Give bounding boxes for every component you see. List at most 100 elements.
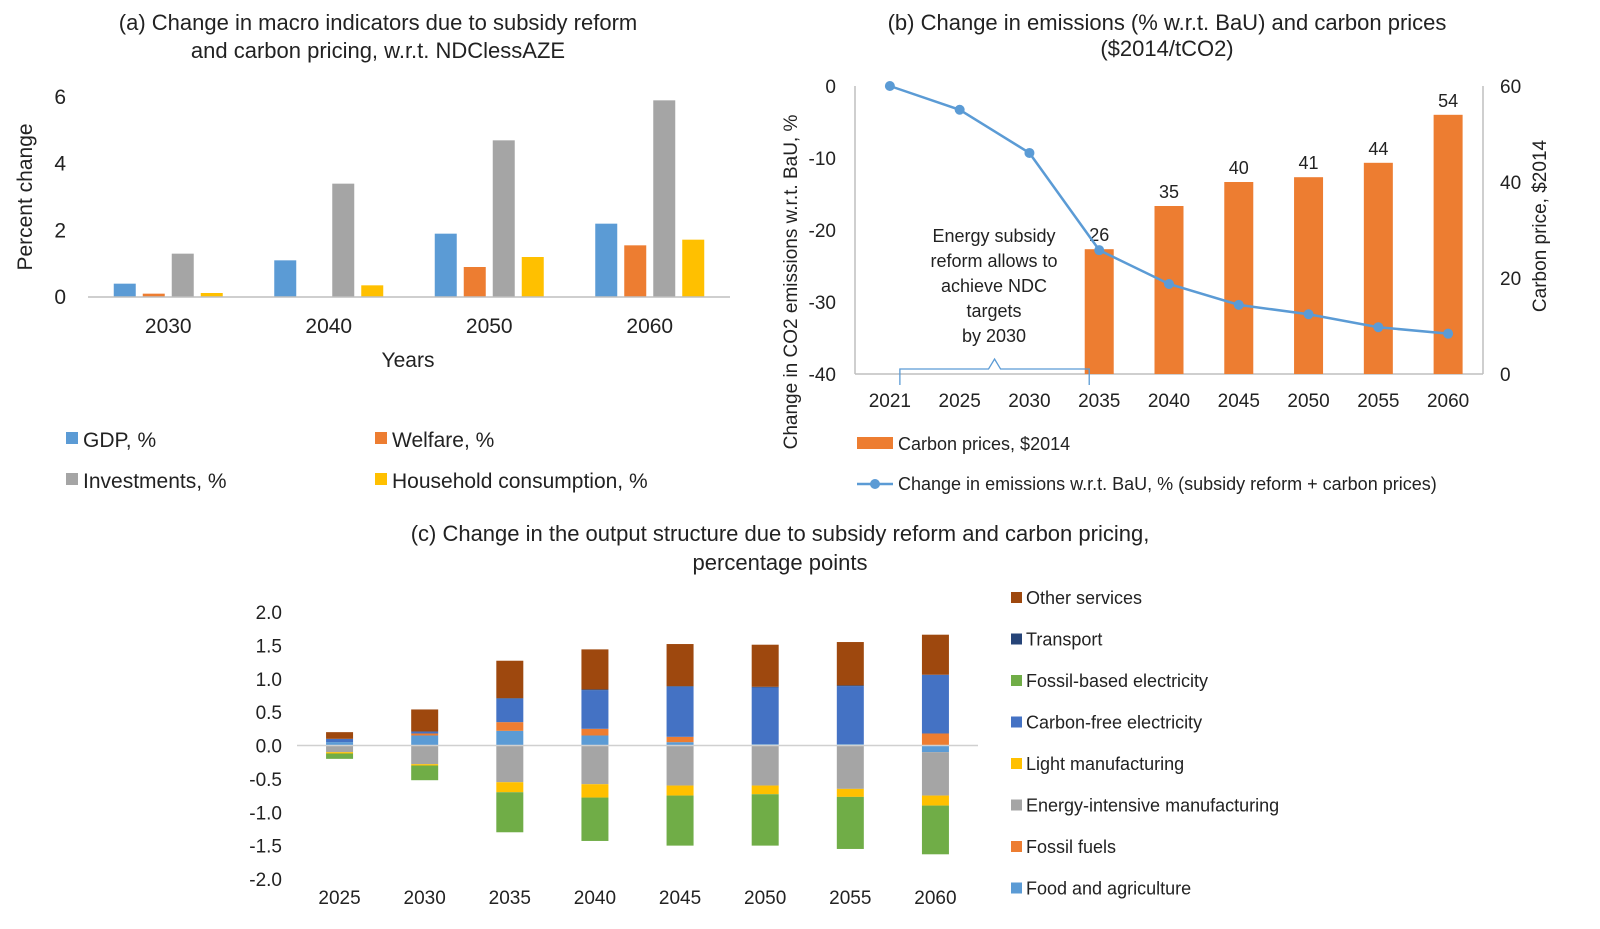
- bar-carbon-price: [1084, 249, 1114, 374]
- stacked-bar-segment: [581, 797, 609, 841]
- legend-swatch-a: [375, 432, 387, 444]
- stacked-bar-segment: [921, 674, 949, 734]
- bar-carbon-price: [1224, 182, 1254, 374]
- stacked-bar-segment: [326, 752, 354, 754]
- data-label-carbon-price: 44: [1368, 139, 1388, 159]
- stacked-bar-segment: [581, 784, 609, 798]
- bar-carbon-price: [1154, 206, 1184, 374]
- annotation-text: reform allows to: [930, 251, 1057, 271]
- x-tick-label-c: 2045: [659, 888, 701, 909]
- y-tick-label-a: 4: [54, 153, 66, 176]
- stacked-bar-segment: [836, 686, 864, 745]
- stacked-bar-segment: [836, 685, 864, 687]
- legend-swatch-c: [1011, 841, 1022, 852]
- annotation-text: Energy subsidy: [932, 226, 1055, 246]
- stacked-bar-segment: [581, 745, 609, 785]
- legend-swatch-c: [1011, 592, 1022, 603]
- legend-swatch-c: [1011, 882, 1022, 894]
- bar-a: [463, 267, 486, 297]
- y2-axis-label-b: Carbon price, $2014: [1530, 139, 1551, 312]
- legend-label-a: Welfare, %: [392, 429, 494, 452]
- point-emissions: [954, 104, 965, 115]
- bar-carbon-price: [1294, 177, 1324, 374]
- legend-label-c: Light manufacturing: [1026, 754, 1184, 774]
- y-tick-label-b: -20: [809, 221, 836, 242]
- x-tick-label-b: 2040: [1148, 391, 1190, 412]
- x-tick-label-c: 2035: [489, 888, 531, 909]
- stacked-bar-segment: [666, 745, 694, 786]
- legend-label-c: Fossil-based electricity: [1026, 671, 1208, 691]
- x-tick-label-c: 2040: [574, 888, 616, 909]
- stacked-bar-segment: [411, 731, 439, 734]
- bar-a: [113, 283, 136, 297]
- annotation-text: targets: [966, 301, 1021, 321]
- y-tick-label-c: -1.0: [249, 803, 282, 824]
- data-label-carbon-price: 26: [1089, 225, 1109, 245]
- point-emissions: [1233, 299, 1244, 310]
- legend-label-carbon-price: Carbon prices, $2014: [898, 434, 1070, 454]
- stacked-bar-segment: [411, 733, 439, 736]
- legend-swatch-c: [1011, 675, 1022, 686]
- stacked-bar-segment: [496, 722, 524, 731]
- y-tick-label-c: 0.5: [256, 703, 282, 724]
- stacked-bar-segment: [666, 795, 694, 846]
- y-tick-label-c: 2.0: [256, 603, 282, 624]
- stacked-bar-segment: [326, 742, 354, 746]
- stacked-bar-segment: [836, 745, 864, 789]
- x-tick-label-b: 2055: [1357, 391, 1399, 412]
- legend-swatch-a: [66, 473, 78, 485]
- x-tick-label-c: 2050: [744, 888, 786, 909]
- y-tick-label-c: 0.0: [256, 737, 282, 758]
- legend-swatch-c: [1011, 758, 1022, 769]
- y2-tick-label-b: 60: [1500, 77, 1521, 98]
- y-tick-label-c: 1.5: [256, 636, 282, 657]
- stacked-bar-segment: [666, 736, 694, 743]
- x-tick-label-a: 2040: [305, 315, 352, 338]
- chart-title-a: and carbon pricing, w.r.t. NDClessAZE: [191, 38, 565, 63]
- y-axis-label-b: Change in CO2 emissions w.r.t. BaU, %: [781, 115, 802, 450]
- stacked-bar-segment: [921, 745, 949, 753]
- legend-label-a: Household consumption, %: [392, 470, 648, 493]
- data-label-carbon-price: 35: [1159, 182, 1179, 202]
- point-emissions: [1024, 147, 1035, 158]
- y-tick-label-a: 0: [54, 286, 66, 309]
- point-emissions: [884, 81, 895, 91]
- x-tick-label-b: 2060: [1427, 391, 1469, 412]
- y-tick-label-b: -10: [809, 149, 836, 170]
- y-tick-label-b: -40: [809, 365, 836, 386]
- legend-label-c: Transport: [1026, 630, 1102, 650]
- panel-c-output-structure: (c) Change in the output structure due t…: [249, 521, 1279, 909]
- x-tick-label-b: 2050: [1287, 391, 1329, 412]
- stacked-bar-segment: [751, 794, 779, 846]
- bar-carbon-price: [1363, 162, 1393, 374]
- legend-marker-emissions: [870, 479, 880, 489]
- y-tick-label-a: 6: [54, 86, 66, 109]
- stacked-bar-segment: [751, 686, 779, 688]
- stacked-bar-segment: [411, 764, 439, 766]
- bar-a: [595, 223, 618, 297]
- bar-a: [171, 253, 194, 297]
- legend-label-c: Other services: [1026, 588, 1142, 608]
- stacked-bar-segment: [581, 649, 609, 690]
- chart-title-c: (c) Change in the output structure due t…: [411, 521, 1150, 546]
- stacked-bar-segment: [496, 782, 524, 793]
- bar-a: [624, 245, 647, 297]
- y-axis-label-a: Percent change: [14, 123, 37, 270]
- data-label-carbon-price: 40: [1229, 158, 1249, 178]
- panel-b-emissions-carbon-prices: (b) Change in emissions (% w.r.t. BaU) a…: [781, 10, 1551, 494]
- bar-a: [142, 293, 165, 297]
- stacked-bar-segment: [836, 642, 864, 686]
- legend-label-emissions: Change in emissions w.r.t. BaU, % (subsi…: [898, 474, 1437, 494]
- stacked-bar-segment: [326, 738, 354, 743]
- y-tick-label-c: -0.5: [249, 770, 282, 791]
- stacked-bar-segment: [666, 644, 694, 687]
- x-tick-label-c: 2030: [404, 888, 446, 909]
- y-tick-label-b: -30: [809, 293, 836, 314]
- x-tick-label-b: 2035: [1078, 391, 1120, 412]
- legend-swatch-c: [1011, 716, 1022, 728]
- chart-title-c: percentage points: [693, 550, 868, 575]
- x-tick-label-b: 2025: [939, 391, 981, 412]
- x-axis-label-a: Years: [382, 349, 435, 372]
- stacked-bar-segment: [836, 796, 864, 849]
- x-tick-label-a: 2030: [145, 315, 192, 338]
